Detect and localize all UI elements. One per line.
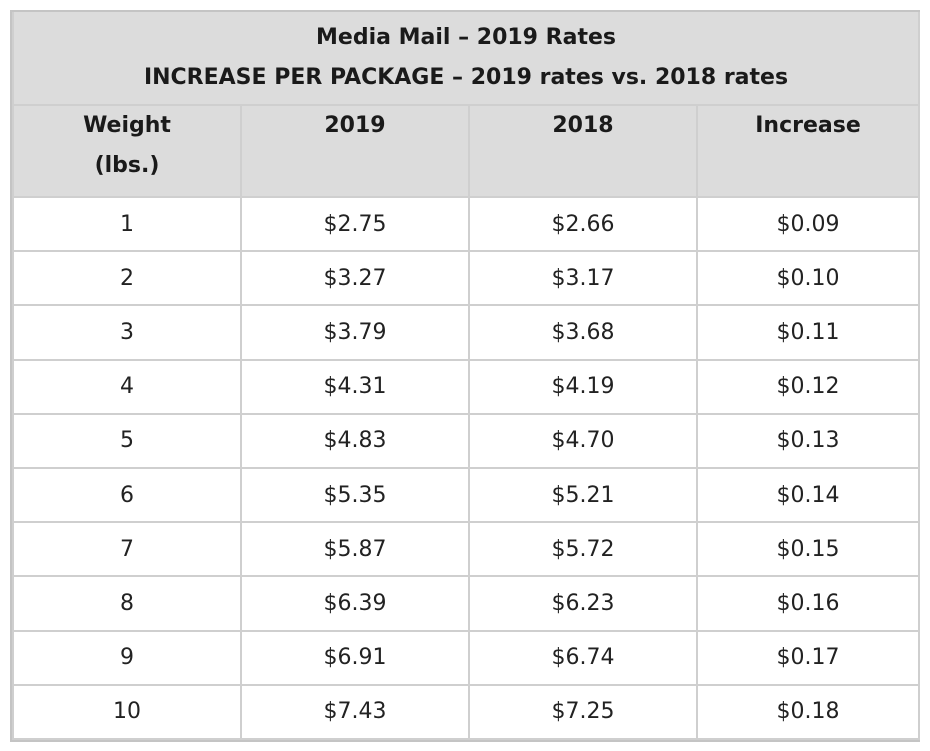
header-weight: Weight (lbs.) <box>12 104 242 198</box>
increase-cell: $0.13 <box>696 412 920 469</box>
table-title-line-1: Media Mail – 2019 Rates <box>316 25 616 50</box>
header-2018: 2018 <box>468 104 698 198</box>
increase-cell: $0.11 <box>696 304 920 361</box>
header-weight-line-2: (lbs.) <box>94 153 160 178</box>
increase-cell: $0.18 <box>696 683 920 741</box>
increase-cell: $0.16 <box>696 575 920 632</box>
weight-cell: 7 <box>12 521 242 578</box>
rate-2019-cell: $4.31 <box>240 358 470 415</box>
rate-2018-cell: $7.25 <box>468 683 698 741</box>
table-body: 1 $2.75 $2.66 $0.09 2 $3.27 $3.17 $0.10 3 $3.79 $3… <box>12 195 920 741</box>
table-row: 1 $2.75 $2.66 $0.09 <box>12 195 920 253</box>
rate-2018-cell: $3.68 <box>468 304 698 361</box>
table-row: 4 $4.31 $4.19 $0.12 <box>12 358 920 415</box>
rate-2018-cell: $5.72 <box>468 521 698 578</box>
weight-cell: 5 <box>12 412 242 469</box>
table-row: 9 $6.91 $6.74 $0.17 <box>12 629 920 686</box>
increase-cell: $0.10 <box>696 250 920 307</box>
table-title-row: Media Mail – 2019 Rates INCREASE PER PAC… <box>12 12 920 106</box>
table-title: Media Mail – 2019 Rates INCREASE PER PAC… <box>12 12 920 106</box>
increase-cell: $0.15 <box>696 521 920 578</box>
rate-2019-cell: $7.43 <box>240 683 470 741</box>
table-title-line-2: INCREASE PER PACKAGE – 2019 rates vs. 20… <box>143 65 789 90</box>
weight-cell: 9 <box>12 629 242 686</box>
table-row: 6 $5.35 $5.21 $0.14 <box>12 466 920 524</box>
rate-2019-cell: $4.83 <box>240 412 470 469</box>
rate-2019-cell: $3.79 <box>240 304 470 361</box>
rate-2019-cell: $5.87 <box>240 521 470 578</box>
weight-cell: 4 <box>12 358 242 415</box>
table-row: 5 $4.83 $4.70 $0.13 <box>12 412 920 469</box>
header-2019: 2019 <box>240 104 470 198</box>
table-header-row: Weight (lbs.) 2019 2018 Increase <box>12 104 920 198</box>
rate-2018-cell: $3.17 <box>468 250 698 307</box>
table-row: 10 $7.43 $7.25 $0.18 <box>12 683 920 741</box>
rate-2019-cell: $2.75 <box>240 195 470 253</box>
rate-2019-cell: $6.39 <box>240 575 470 632</box>
weight-cell: 6 <box>12 466 242 524</box>
weight-cell: 1 <box>12 195 242 253</box>
increase-cell: $0.09 <box>696 195 920 253</box>
rate-2018-cell: $6.74 <box>468 629 698 686</box>
increase-cell: $0.12 <box>696 358 920 415</box>
rate-2018-cell: $4.19 <box>468 358 698 415</box>
rate-2019-cell: $5.35 <box>240 466 470 524</box>
weight-cell: 2 <box>12 250 242 307</box>
weight-cell: 8 <box>12 575 242 632</box>
table-row: 7 $5.87 $5.72 $0.15 <box>12 521 920 578</box>
rates-table: Media Mail – 2019 Rates INCREASE PER PAC… <box>12 12 920 741</box>
table-row: 8 $6.39 $6.23 $0.16 <box>12 575 920 632</box>
increase-cell: $0.17 <box>696 629 920 686</box>
rate-2018-cell: $2.66 <box>468 195 698 253</box>
table-row: 3 $3.79 $3.68 $0.11 <box>12 304 920 361</box>
header-weight-line-1: Weight <box>83 113 171 138</box>
table-row: 2 $3.27 $3.17 $0.10 <box>12 250 920 307</box>
rate-2019-cell: $6.91 <box>240 629 470 686</box>
weight-cell: 3 <box>12 304 242 361</box>
weight-cell: 10 <box>12 683 242 741</box>
increase-cell: $0.14 <box>696 466 920 524</box>
rate-2018-cell: $5.21 <box>468 466 698 524</box>
header-increase: Increase <box>696 104 920 198</box>
rate-2019-cell: $3.27 <box>240 250 470 307</box>
rates-table-container: Media Mail – 2019 Rates INCREASE PER PAC… <box>10 10 920 742</box>
rate-2018-cell: $4.70 <box>468 412 698 469</box>
rate-2018-cell: $6.23 <box>468 575 698 632</box>
